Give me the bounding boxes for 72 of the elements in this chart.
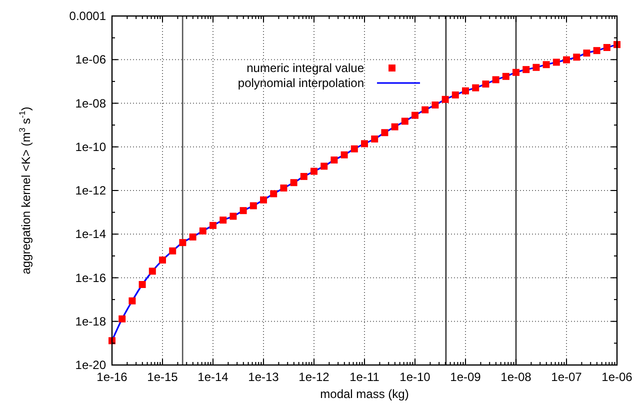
point [573, 54, 580, 61]
x-tick-label: 1e-16 [96, 370, 128, 384]
point [401, 118, 408, 125]
x-tick-label: 1e-11 [350, 370, 380, 384]
x-tick-label: 1e-08 [500, 370, 532, 384]
point [138, 281, 146, 288]
point [159, 256, 166, 264]
point [169, 247, 176, 254]
point [240, 207, 247, 214]
point [442, 96, 449, 103]
point [381, 129, 388, 136]
y-tick-label: 1e-08 [75, 96, 106, 110]
point [230, 212, 237, 220]
point [270, 190, 278, 198]
x-tick-label: 1e-12 [298, 370, 330, 384]
y-tick-label: 1e-14 [75, 227, 106, 242]
x-tick-label: 1e-10 [400, 370, 431, 384]
point [189, 233, 196, 240]
point [482, 80, 490, 88]
point [310, 168, 318, 175]
point [330, 156, 338, 164]
point [532, 64, 540, 71]
point [290, 179, 298, 186]
y-tick-label: 1e-10 [75, 140, 106, 154]
y-tick-label: 1e-20 [75, 358, 106, 372]
point [199, 227, 206, 234]
point [583, 50, 590, 57]
point [603, 44, 610, 51]
point [220, 216, 227, 224]
point [210, 222, 216, 229]
point [492, 76, 500, 84]
point [502, 72, 510, 80]
point [340, 151, 348, 158]
y-tick-label: 1e-12 [75, 184, 106, 198]
point [512, 68, 520, 76]
legend-label: numeric integral value [246, 61, 364, 75]
point [128, 297, 136, 304]
point [391, 123, 398, 130]
point [280, 184, 288, 192]
y-tick-label: 1e-18 [75, 314, 106, 328]
point [432, 102, 439, 109]
point [148, 268, 156, 275]
x-tick-label: 1e-06 [602, 370, 633, 384]
point [452, 91, 459, 98]
x-tick-label: 1e-09 [450, 370, 482, 384]
point [593, 47, 600, 54]
legend-label: polynomial interpolation [238, 76, 364, 90]
point [250, 202, 257, 210]
point [179, 239, 186, 246]
point [462, 87, 469, 94]
point [563, 56, 570, 64]
point [118, 315, 126, 322]
point [412, 112, 418, 119]
point [371, 135, 378, 142]
point [300, 172, 308, 180]
y-tick-label: 0.0001 [69, 9, 106, 23]
point [422, 106, 429, 114]
x-tick-label: 1e-07 [551, 370, 582, 384]
point [472, 84, 480, 92]
x-tick-label: 1e-13 [248, 370, 280, 384]
point [350, 145, 358, 152]
point [320, 162, 328, 170]
point [542, 61, 550, 68]
x-tick-label: 1e-14 [198, 370, 229, 384]
point [361, 140, 368, 148]
point [260, 196, 267, 204]
point [522, 66, 530, 74]
x-axis-title: modal mass (kg) [320, 387, 409, 401]
point [552, 58, 560, 66]
y-tick-label: 1e-16 [75, 270, 106, 285]
y-tick-label: 1e-06 [75, 52, 106, 67]
x-tick-label: 1e-15 [147, 370, 178, 384]
